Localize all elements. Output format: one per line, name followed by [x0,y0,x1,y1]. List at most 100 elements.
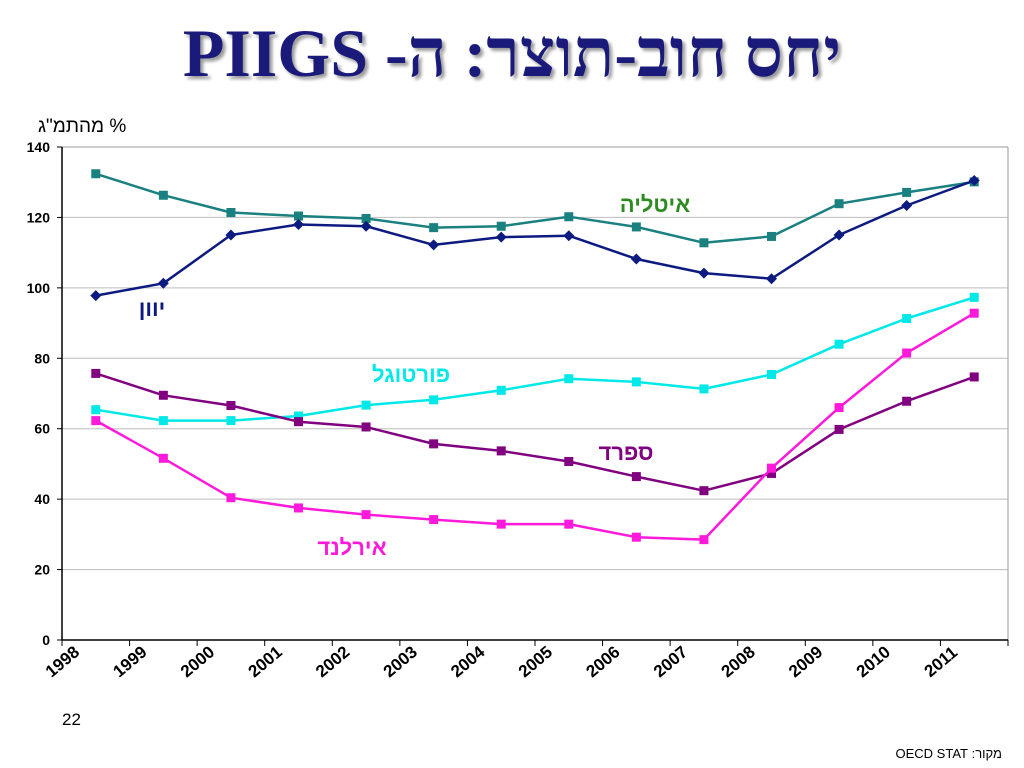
data-point [429,515,439,525]
gridlines [62,146,1008,571]
data-point [699,238,709,248]
series-line [95,312,975,541]
series-line [95,179,975,297]
x-tick-label: 1999 [109,642,150,681]
data-point [699,486,709,496]
series-label: פורטוגל [372,362,450,387]
data-point [902,187,912,197]
series-label: יוון [139,296,166,321]
data-point [834,403,844,413]
data-point [91,169,101,179]
y-tick-label: 100 [27,280,51,296]
data-point [158,390,168,400]
data-point [91,416,101,426]
x-tick-label: 2006 [582,642,623,681]
data-point [293,218,304,230]
x-tick-label: 2008 [718,642,759,681]
series-line [95,372,975,492]
data-point [361,422,371,432]
data-point [834,339,844,349]
series-3 [91,368,979,496]
series-label: אירלנד [317,535,386,560]
data-point [833,229,845,241]
data-point [564,456,574,466]
data-point [496,519,506,529]
data-point [496,385,506,395]
data-point [968,174,980,186]
y-tick-label: 0 [42,632,50,648]
data-point [699,384,709,394]
x-tick-label: 2007 [650,642,691,681]
data-point [361,213,371,223]
x-tick-label: 2010 [853,642,894,681]
data-point [91,368,101,378]
x-tick-label: 2001 [245,642,286,681]
series-0 [91,169,979,248]
tick-labels: 0 20 40 60 80 100 120 140 1998 1999 2000 2001 2002 20… [27,139,961,681]
series-labels: איטליה יוון פורטוגל ספרד אירלנד [139,192,691,560]
data-point [428,239,440,251]
x-tick-label: 2011 [921,643,961,681]
data-point [158,416,168,426]
data-point [429,223,439,233]
y-tick-label: 140 [27,139,51,155]
data-point [360,220,372,232]
data-point [361,400,371,410]
x-tick-label: 2003 [380,642,421,681]
data-point [901,199,913,211]
series-label: ספרד [599,440,654,465]
data-point [294,211,303,221]
series-2 [91,292,979,426]
data-point [767,468,776,478]
x-tick-label: 2009 [785,642,826,681]
data-point [631,222,641,232]
data-point [225,229,237,241]
y-tick-label: 80 [34,350,50,366]
data-point [294,503,303,513]
data-point [157,277,169,289]
data-point [294,417,303,427]
y-tick-label: 40 [34,491,50,507]
y-tick-label: 20 [34,562,50,578]
data-point [226,400,236,410]
data-point [631,532,641,542]
page-number: 22 [62,710,81,729]
data-point [496,221,506,231]
series-line [95,296,975,422]
x-tick-label: 2002 [312,642,353,681]
x-tick-label: 2004 [447,642,489,681]
data-point [630,253,642,265]
data-point [226,416,236,426]
data-point [564,212,574,222]
data-point [294,411,303,421]
data-point [91,405,101,415]
data-point [698,267,710,279]
series-4 [91,308,979,545]
source-note: מקור: OECD STAT [895,746,1003,761]
y-axis-unit-label: % מהתמ"ג [38,116,127,137]
x-tick-label: 2000 [177,642,218,681]
series-1 [90,174,980,302]
data-point [90,290,102,302]
data-point [429,395,439,405]
data-point [226,207,236,217]
series [90,169,980,545]
data-point [834,424,844,434]
data-point [496,446,506,456]
x-tick-label: 1998 [42,642,83,681]
y-tick-label: 120 [27,209,51,225]
series-label: איטליה [620,192,690,217]
y-tick-label: 60 [34,421,50,437]
data-point [902,396,912,406]
data-point [495,231,507,243]
data-point [361,510,371,520]
series-line [95,172,975,245]
data-point [902,313,912,323]
data-point [834,199,844,209]
data-point [767,463,776,473]
data-point [631,472,641,482]
data-point [158,190,168,200]
data-point [429,439,439,449]
data-point [969,372,979,382]
